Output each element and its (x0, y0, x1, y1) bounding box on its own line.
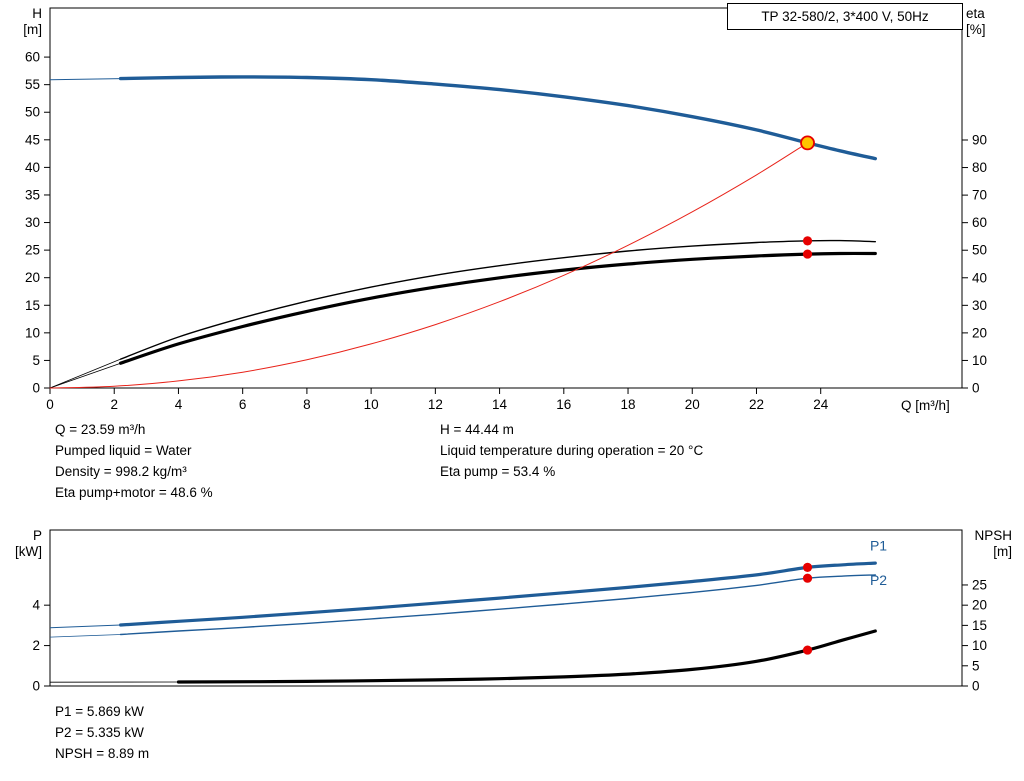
y-right-tick-label: 20 (972, 598, 987, 613)
p2-point-marker (802, 573, 813, 583)
head-axis-unit: [m] (23, 22, 42, 37)
y-left-tick-label: 0 (32, 381, 40, 396)
x-tick-label: 24 (813, 397, 829, 412)
y-left-tick-label: 20 (25, 270, 40, 285)
eta-pump-motor-point-marker (802, 249, 813, 259)
x-tick-label: 0 (46, 397, 54, 412)
info-liquid-temperature: Liquid temperature during operation = 20… (440, 443, 704, 458)
pump-type-title: TP 32-580/2, 3*400 V, 50Hz (727, 3, 963, 30)
y-left-tick-label: 2 (32, 638, 40, 653)
eta-pump-motor-curve-lead (49, 362, 121, 389)
eta-axis-symbol: eta (966, 6, 985, 21)
x-tick-label: 22 (749, 397, 764, 412)
npsh-point-marker (802, 645, 813, 655)
y-left-tick-label: 0 (32, 679, 40, 694)
y-right-tick-label: 90 (972, 132, 987, 147)
x-tick-label: 4 (175, 397, 183, 412)
system-curve (49, 142, 808, 389)
head-curve-lead (49, 78, 121, 81)
p2-curve (119, 574, 876, 636)
y-left-tick-label: 10 (25, 325, 40, 340)
y-right-tick-label: 70 (972, 188, 987, 203)
x-tick-label: 12 (428, 397, 443, 412)
y-right-tick-label: 10 (972, 638, 987, 653)
eta-pump-curve-lead (49, 358, 121, 389)
info-eta-pump: Eta pump = 53.4 % (440, 464, 556, 479)
y-left-tick-label: 50 (25, 105, 40, 120)
qh-eta-chart: 0 2 4 6 8 10 12 14 16 18 20 22 240510152025303540455… (25, 7, 987, 412)
y-left-tick-label: 40 (25, 160, 40, 175)
p2-curve-lead (49, 634, 121, 638)
x-tick-label: 8 (303, 397, 311, 412)
power-axis-symbol: P (32, 528, 42, 543)
y-right-tick-label: 0 (972, 381, 980, 396)
y-right-tick-label: 30 (972, 298, 987, 313)
y-right-tick-label: 15 (972, 618, 987, 633)
y-left-tick-label: 4 (32, 598, 40, 613)
duty-info-right-column: H = 44.44 m Liquid temperature during op… (440, 419, 703, 482)
p1-curve (119, 561, 877, 627)
y-left-tick-label: 60 (25, 50, 40, 65)
power-axis-label: P [kW] (6, 528, 42, 560)
info-eta-pump-motor: Eta pump+motor = 48.6 % (55, 485, 213, 500)
y-right-tick-label: 25 (972, 577, 987, 592)
y-left-tick-label: 25 (25, 243, 40, 258)
p1-point-marker (802, 562, 813, 573)
head-axis-symbol: H (32, 6, 42, 21)
eta-axis-unit: [%] (966, 22, 986, 37)
y-right-tick-label: 40 (972, 270, 987, 285)
x-tick-label: 20 (685, 397, 700, 412)
x-tick-label: 14 (492, 397, 508, 412)
y-right-tick-label: 20 (972, 325, 987, 340)
plot-frame (49, 7, 963, 389)
npsh-axis-symbol: NPSH (974, 528, 1012, 543)
npsh-axis-unit: [m] (993, 544, 1012, 559)
y-left-tick-label: 55 (25, 77, 40, 92)
y-right-tick-label: 5 (972, 658, 980, 673)
curve-label-p1: P1 (870, 538, 887, 554)
y-left-tick-label: 30 (25, 215, 40, 230)
head-curve (118, 75, 877, 161)
p1-curve-lead (49, 624, 121, 629)
flow-axis-label: Q [m³/h] (901, 398, 950, 413)
y-left-tick-label: 5 (32, 353, 40, 368)
eta-pump-curve (119, 239, 876, 360)
info-density: Density = 998.2 kg/m³ (55, 464, 187, 479)
y-left-tick-label: 45 (25, 132, 40, 147)
head-axis-label: H [m] (6, 6, 42, 38)
x-tick-label: 16 (556, 397, 571, 412)
info-pumped-liquid: Pumped liquid = Water (55, 443, 192, 458)
npsh-axis-label: NPSH [m] (966, 528, 1012, 560)
y-right-tick-label: 80 (972, 160, 987, 175)
results-column: P1 = 5.869 kW P2 = 5.335 kW NPSH = 8.89 … (55, 701, 149, 764)
y-left-tick-label: 35 (25, 187, 40, 202)
power-npsh-chart: 0 2 4 0 5 10 15 20 25 P1 P2 (32, 529, 987, 694)
x-tick-label: 6 (239, 397, 247, 412)
y-right-tick-label: 60 (972, 215, 987, 230)
duty-info-left-column: Q = 23.59 m³/h Pumped liquid = Water Den… (55, 419, 213, 503)
y-left-tick-label: 15 (25, 298, 40, 313)
y-right-tick-label: 10 (972, 353, 987, 368)
eta-axis-label: eta [%] (966, 6, 1016, 38)
duty-point-marker (800, 135, 815, 151)
y-right-tick-label: 0 (972, 679, 980, 694)
result-p2: P2 = 5.335 kW (55, 725, 144, 740)
info-flow: Q = 23.59 m³/h (55, 422, 146, 437)
curve-label-p2: P2 (870, 572, 887, 588)
eta-pump-motor-curve (119, 251, 877, 365)
npsh-curve (176, 629, 877, 684)
eta-pump-point-marker (802, 236, 813, 246)
plot-frame (49, 529, 963, 687)
x-tick-label: 2 (110, 397, 118, 412)
y-right-tick-label: 50 (972, 243, 987, 258)
power-axis-unit: [kW] (15, 544, 42, 559)
info-head: H = 44.44 m (440, 422, 514, 437)
x-tick-label: 18 (621, 397, 636, 412)
result-p1: P1 = 5.869 kW (55, 704, 144, 719)
result-npsh: NPSH = 8.89 m (55, 746, 150, 761)
x-tick-label: 10 (364, 397, 379, 412)
